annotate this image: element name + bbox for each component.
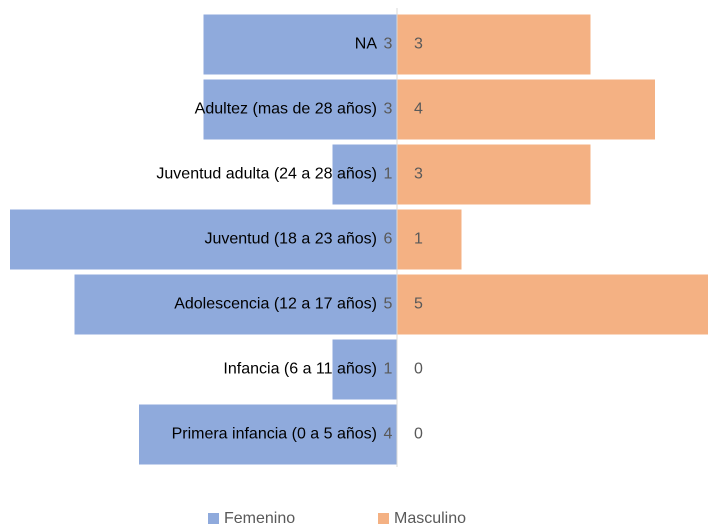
bar [397, 144, 591, 205]
bar [397, 79, 655, 140]
bar [397, 14, 591, 75]
category-label: Adolescencia (12 a 17 años) [174, 296, 377, 313]
value-label: 1 [414, 231, 423, 248]
value-label: 1 [384, 361, 393, 378]
bar [203, 79, 397, 140]
value-label: 5 [384, 296, 393, 313]
value-label: 3 [384, 36, 393, 53]
value-label: 0 [414, 361, 423, 378]
category-label: NA [355, 36, 378, 53]
category-label: Primera infancia (0 a 5 años) [172, 426, 377, 443]
category-label: Adultez (mas de 28 años) [195, 101, 377, 118]
value-label: 0 [414, 426, 423, 443]
category-label: Juventud adulta (24 a 28 años) [156, 166, 377, 183]
bar [203, 14, 397, 75]
value-label: 6 [384, 231, 393, 248]
bar [10, 209, 397, 270]
value-label: 4 [384, 426, 393, 443]
bar [397, 209, 462, 270]
legend-label: Masculino [394, 510, 466, 527]
bar [332, 144, 397, 205]
category-label: Infancia (6 a 11 años) [223, 361, 377, 378]
bar [332, 339, 397, 400]
value-label: 5 [414, 296, 423, 313]
value-label: 4 [414, 101, 423, 118]
value-label: 1 [384, 166, 393, 183]
value-label: 3 [414, 166, 423, 183]
legend-label: Femenino [224, 510, 295, 527]
legend-swatch [208, 513, 219, 524]
bar [74, 274, 397, 335]
category-label: Juventud (18 a 23 años) [204, 231, 377, 248]
bar [139, 404, 397, 465]
bar [397, 274, 708, 335]
legend-swatch [378, 513, 389, 524]
value-label: 3 [384, 101, 393, 118]
value-label: 3 [414, 36, 423, 53]
